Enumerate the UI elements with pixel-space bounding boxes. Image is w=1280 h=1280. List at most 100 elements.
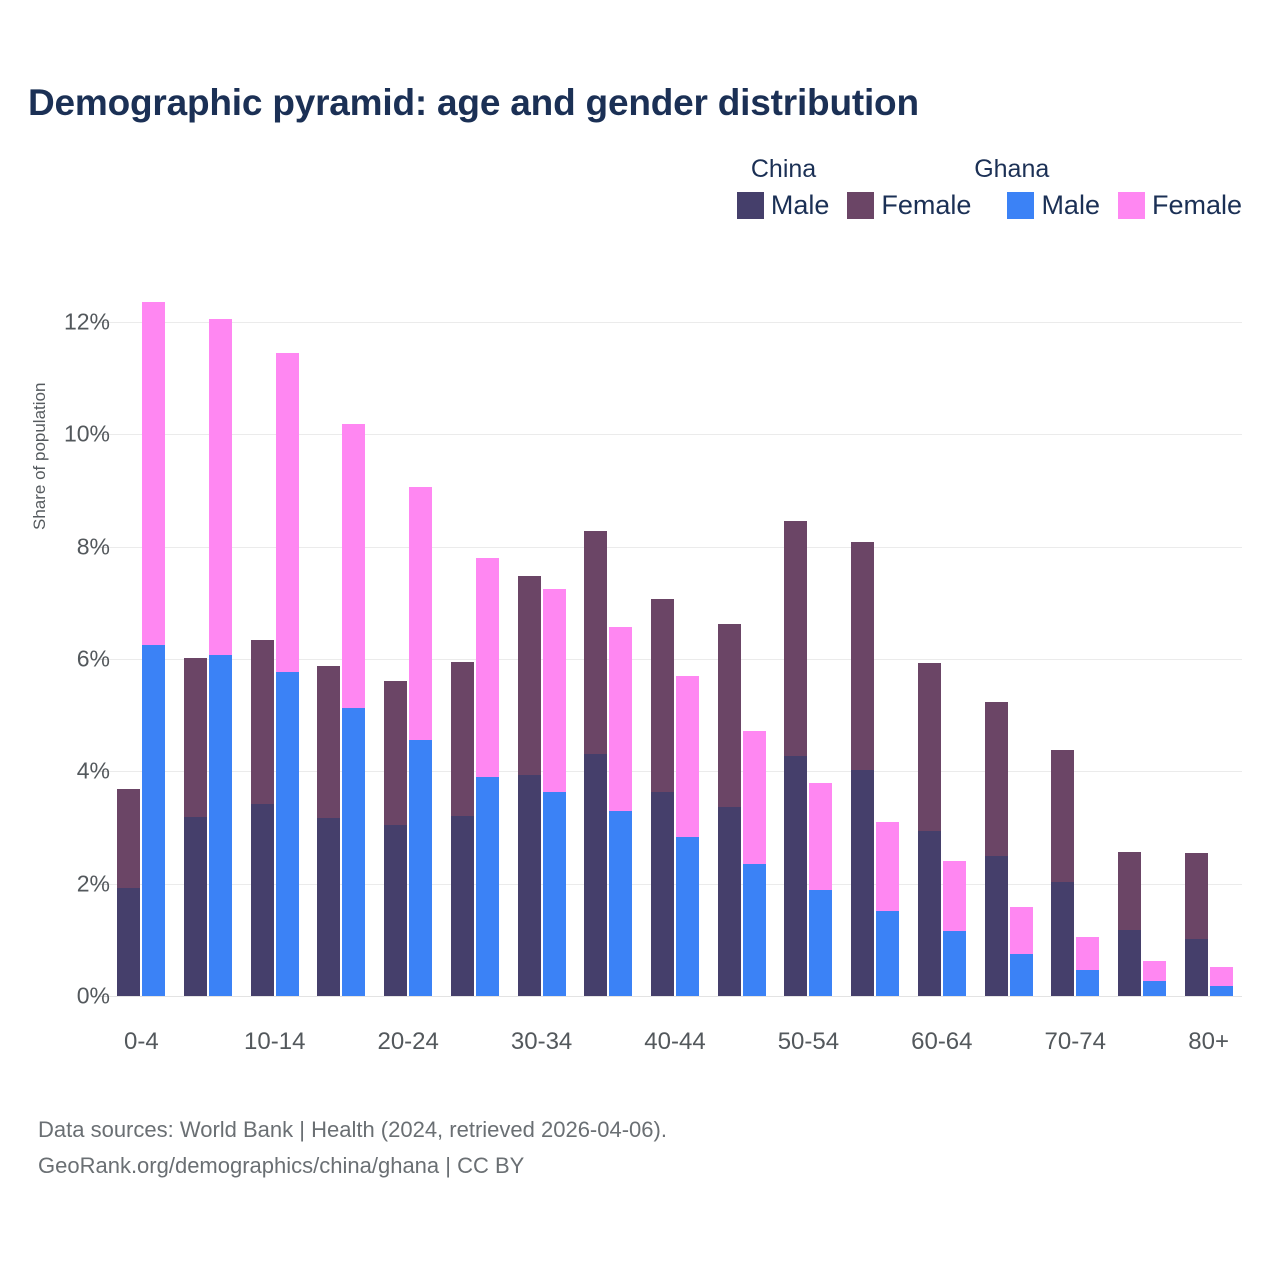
bar-segment-ghana-male[interactable] xyxy=(876,911,900,996)
bar-segment-ghana-female[interactable] xyxy=(275,352,299,672)
bar-china-60-64[interactable] xyxy=(917,662,941,996)
bar-segment-ghana-female[interactable] xyxy=(209,319,233,655)
bar-segment-ghana-male[interactable] xyxy=(542,792,566,996)
bar-segment-ghana-male[interactable] xyxy=(409,740,433,996)
bar-ghana-15-19[interactable] xyxy=(342,424,366,996)
bar-china-55-59[interactable] xyxy=(851,542,875,996)
bar-segment-china-female[interactable] xyxy=(717,623,741,807)
bar-china-5-9[interactable] xyxy=(184,658,208,996)
bar-ghana-45-49[interactable] xyxy=(742,731,766,996)
bar-china-30-34[interactable] xyxy=(517,576,541,996)
bar-china-45-49[interactable] xyxy=(717,623,741,996)
bar-segment-ghana-male[interactable] xyxy=(942,931,966,996)
bar-segment-ghana-female[interactable] xyxy=(609,627,633,812)
bar-segment-china-female[interactable] xyxy=(1117,852,1141,931)
bar-segment-ghana-female[interactable] xyxy=(1209,966,1233,986)
bar-segment-ghana-male[interactable] xyxy=(209,654,233,996)
bar-segment-ghana-male[interactable] xyxy=(1009,953,1033,996)
legend-item-ghana-male[interactable]: Male xyxy=(1007,190,1100,221)
bar-segment-china-female[interactable] xyxy=(384,681,408,826)
bar-segment-china-male[interactable] xyxy=(917,831,941,996)
bar-china-40-44[interactable] xyxy=(650,599,674,996)
bar-segment-china-male[interactable] xyxy=(517,775,541,996)
bar-ghana-70-74[interactable] xyxy=(1076,937,1100,996)
bar-segment-china-female[interactable] xyxy=(450,661,474,817)
bar-segment-china-female[interactable] xyxy=(851,542,875,770)
bar-ghana-50-54[interactable] xyxy=(809,783,833,996)
bar-segment-china-male[interactable] xyxy=(784,756,808,996)
bar-segment-china-female[interactable] xyxy=(317,666,341,818)
bar-segment-ghana-male[interactable] xyxy=(609,811,633,996)
legend-item-ghana-female[interactable]: Female xyxy=(1117,190,1242,221)
bar-ghana-20-24[interactable] xyxy=(409,486,433,996)
bar-china-0-4[interactable] xyxy=(117,789,141,996)
bar-segment-ghana-male[interactable] xyxy=(275,671,299,996)
bar-segment-ghana-male[interactable] xyxy=(475,776,499,996)
bar-segment-ghana-female[interactable] xyxy=(542,588,566,793)
bar-segment-china-male[interactable] xyxy=(1117,930,1141,996)
bar-segment-ghana-female[interactable] xyxy=(675,675,699,837)
bar-ghana-5-9[interactable] xyxy=(209,319,233,996)
bar-ghana-35-39[interactable] xyxy=(609,627,633,996)
bar-segment-ghana-female[interactable] xyxy=(342,424,366,709)
bar-segment-china-female[interactable] xyxy=(984,701,1008,856)
bar-segment-china-male[interactable] xyxy=(384,825,408,996)
bar-segment-ghana-female[interactable] xyxy=(876,821,900,912)
bar-segment-china-female[interactable] xyxy=(784,521,808,757)
bar-segment-china-female[interactable] xyxy=(117,789,141,888)
bar-china-70-74[interactable] xyxy=(1051,750,1075,996)
bar-segment-china-female[interactable] xyxy=(250,640,274,804)
bar-segment-ghana-female[interactable] xyxy=(475,557,499,777)
bar-segment-ghana-male[interactable] xyxy=(809,890,833,996)
bar-segment-ghana-female[interactable] xyxy=(809,783,833,891)
bar-segment-ghana-female[interactable] xyxy=(142,302,166,645)
bar-ghana-75-79[interactable] xyxy=(1142,960,1166,996)
bar-segment-china-male[interactable] xyxy=(851,769,875,996)
bar-segment-china-male[interactable] xyxy=(984,855,1008,996)
bar-ghana-10-14[interactable] xyxy=(275,352,299,996)
bar-china-35-39[interactable] xyxy=(584,530,608,996)
bar-segment-china-female[interactable] xyxy=(584,530,608,755)
bar-segment-ghana-female[interactable] xyxy=(409,486,433,741)
bar-segment-china-female[interactable] xyxy=(184,658,208,817)
bar-segment-ghana-male[interactable] xyxy=(675,836,699,996)
bar-segment-china-male[interactable] xyxy=(117,887,141,996)
bar-ghana-40-44[interactable] xyxy=(675,675,699,996)
bar-segment-ghana-male[interactable] xyxy=(742,864,766,996)
bar-segment-ghana-male[interactable] xyxy=(1076,969,1100,996)
bar-segment-china-male[interactable] xyxy=(184,816,208,996)
bar-china-25-29[interactable] xyxy=(450,661,474,996)
bar-ghana-65-69[interactable] xyxy=(1009,906,1033,996)
bar-china-50-54[interactable] xyxy=(784,521,808,996)
bar-segment-ghana-female[interactable] xyxy=(742,731,766,865)
bar-segment-ghana-male[interactable] xyxy=(142,644,166,996)
bar-segment-ghana-female[interactable] xyxy=(1009,906,1033,954)
bar-segment-china-female[interactable] xyxy=(1051,750,1075,882)
legend-item-china-female[interactable]: Female xyxy=(847,190,971,221)
bar-ghana-25-29[interactable] xyxy=(475,557,499,996)
bar-segment-ghana-male[interactable] xyxy=(342,708,366,996)
bar-segment-china-female[interactable] xyxy=(517,576,541,776)
bar-segment-ghana-female[interactable] xyxy=(942,861,966,932)
bar-china-15-19[interactable] xyxy=(317,666,341,996)
bar-segment-china-male[interactable] xyxy=(650,791,674,996)
bar-segment-china-female[interactable] xyxy=(1184,853,1208,939)
bar-segment-china-male[interactable] xyxy=(1184,938,1208,996)
bar-segment-china-male[interactable] xyxy=(584,754,608,996)
bar-segment-china-male[interactable] xyxy=(717,806,741,996)
bar-ghana-55-59[interactable] xyxy=(876,821,900,996)
bar-china-10-14[interactable] xyxy=(250,640,274,996)
bar-china-80+[interactable] xyxy=(1184,853,1208,996)
bar-segment-ghana-male[interactable] xyxy=(1142,980,1166,996)
legend-item-china-male[interactable]: Male xyxy=(736,190,829,221)
bar-segment-china-male[interactable] xyxy=(450,816,474,996)
bar-segment-china-female[interactable] xyxy=(917,662,941,832)
bar-segment-china-male[interactable] xyxy=(317,817,341,996)
bar-ghana-80+[interactable] xyxy=(1209,966,1233,996)
bar-ghana-60-64[interactable] xyxy=(942,861,966,996)
bar-segment-china-male[interactable] xyxy=(250,803,274,996)
bar-china-75-79[interactable] xyxy=(1117,852,1141,996)
bar-segment-china-male[interactable] xyxy=(1051,881,1075,996)
bar-segment-china-female[interactable] xyxy=(650,599,674,792)
bar-china-65-69[interactable] xyxy=(984,701,1008,996)
